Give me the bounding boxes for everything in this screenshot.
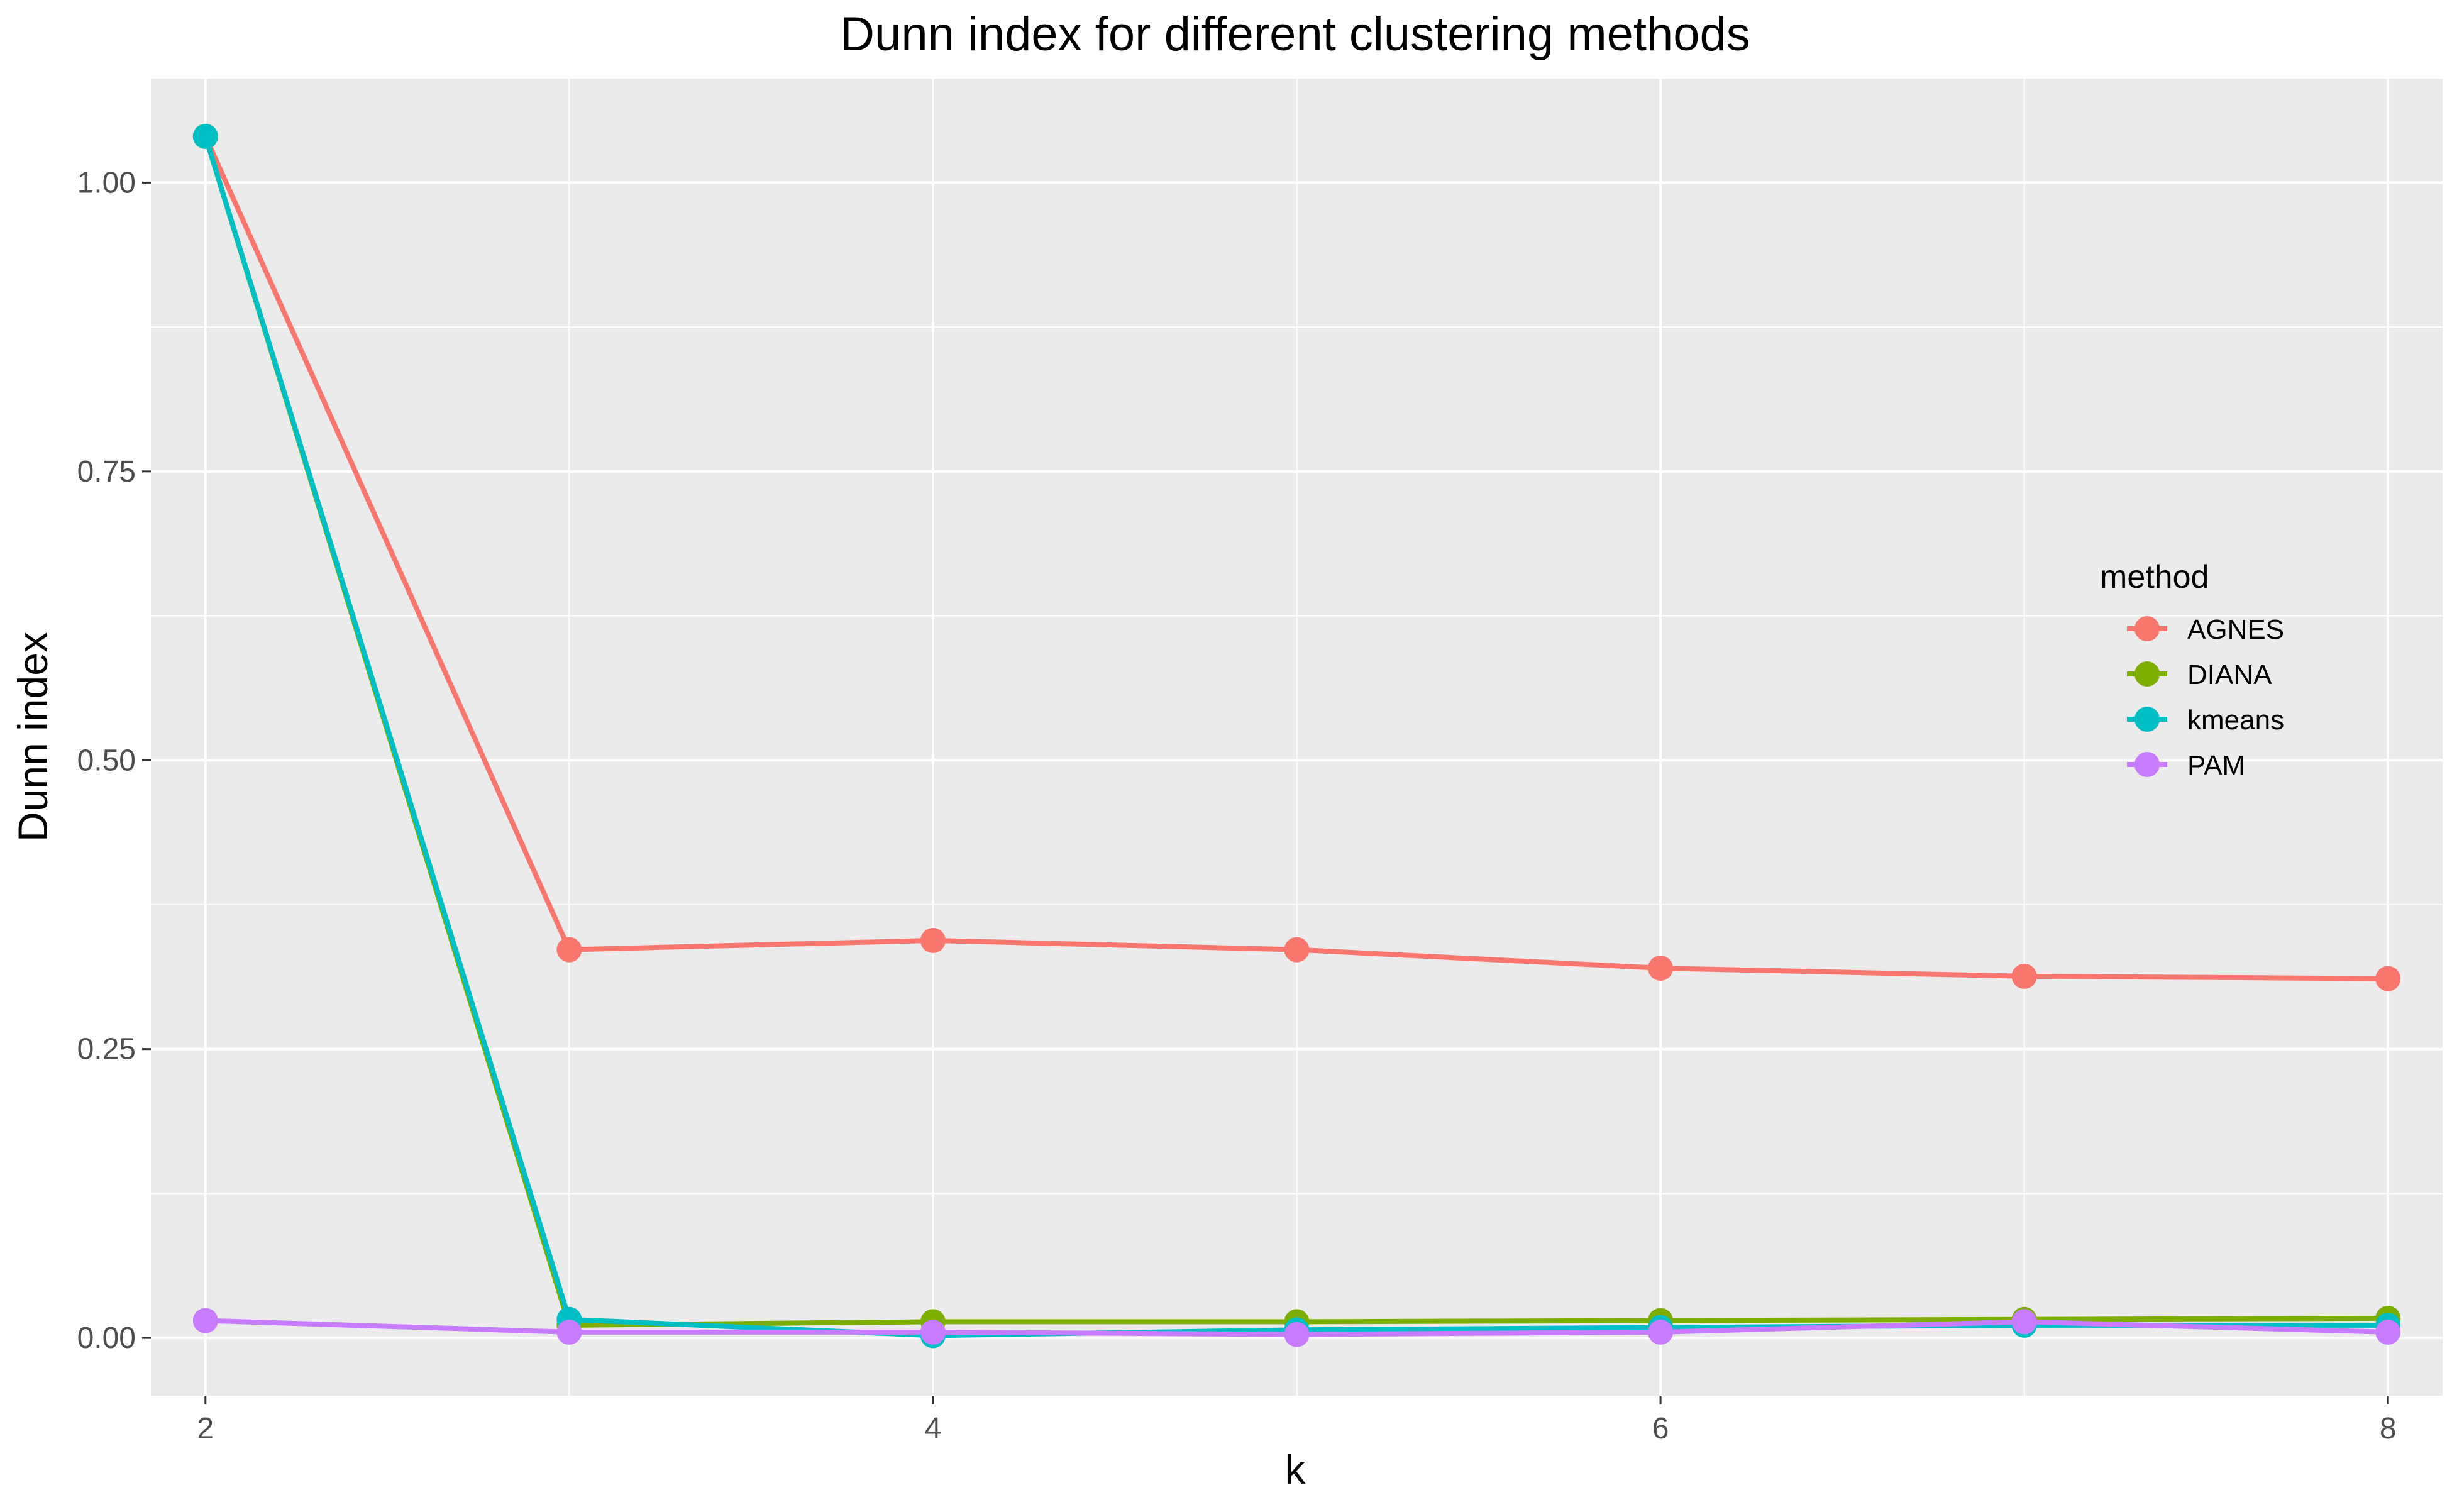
data-point-pam [1284, 1322, 1310, 1347]
data-point-pam [2375, 1319, 2401, 1345]
legend-marker-kmeans [2134, 707, 2160, 732]
y-tick-label: 1.00 [77, 166, 136, 199]
legend-label-kmeans: kmeans [2187, 705, 2284, 736]
legend-marker-diana [2134, 661, 2160, 687]
legend-label-diana: DIANA [2187, 659, 2272, 690]
data-point-pam [1648, 1319, 1674, 1345]
data-point-agnes [1648, 956, 1674, 981]
data-point-agnes [2375, 966, 2401, 991]
y-tick-label: 0.50 [77, 744, 136, 777]
data-point-pam [920, 1319, 946, 1345]
x-tick-label: 4 [925, 1412, 942, 1445]
data-point-pam [2011, 1309, 2037, 1335]
x-axis: 2 4 6 8 [197, 1396, 2397, 1445]
x-axis-title: k [1285, 1446, 1306, 1493]
data-point-kmeans [192, 123, 218, 149]
legend-title: method [2100, 559, 2209, 595]
data-point-agnes [2011, 963, 2037, 989]
major-gridlines [151, 79, 2443, 1396]
legend: method AGNES DIANA kmeans PAM [2100, 559, 2284, 781]
data-point-pam [192, 1308, 218, 1333]
data-point-agnes [556, 937, 582, 963]
legend-marker-pam [2134, 752, 2160, 777]
y-axis: 0.00 0.25 0.50 0.75 1.00 [77, 166, 151, 1355]
y-axis-title: Dunn index [9, 632, 56, 842]
y-tick-label: 0.75 [77, 455, 136, 488]
x-tick-label: 6 [1652, 1412, 1669, 1445]
y-tick-label: 0.00 [77, 1322, 136, 1355]
data-point-agnes [1284, 937, 1310, 963]
y-tick-label: 0.25 [77, 1033, 136, 1066]
legend-label-pam: PAM [2187, 750, 2245, 781]
x-tick-label: 2 [197, 1412, 214, 1445]
x-tick-label: 8 [2380, 1412, 2397, 1445]
data-point-agnes [920, 927, 946, 953]
series-points [192, 123, 2401, 1349]
data-point-pam [556, 1319, 582, 1345]
legend-label-agnes: AGNES [2187, 614, 2284, 645]
legend-marker-agnes [2134, 616, 2160, 641]
chart-title: Dunn index for different clustering meth… [840, 8, 1750, 61]
